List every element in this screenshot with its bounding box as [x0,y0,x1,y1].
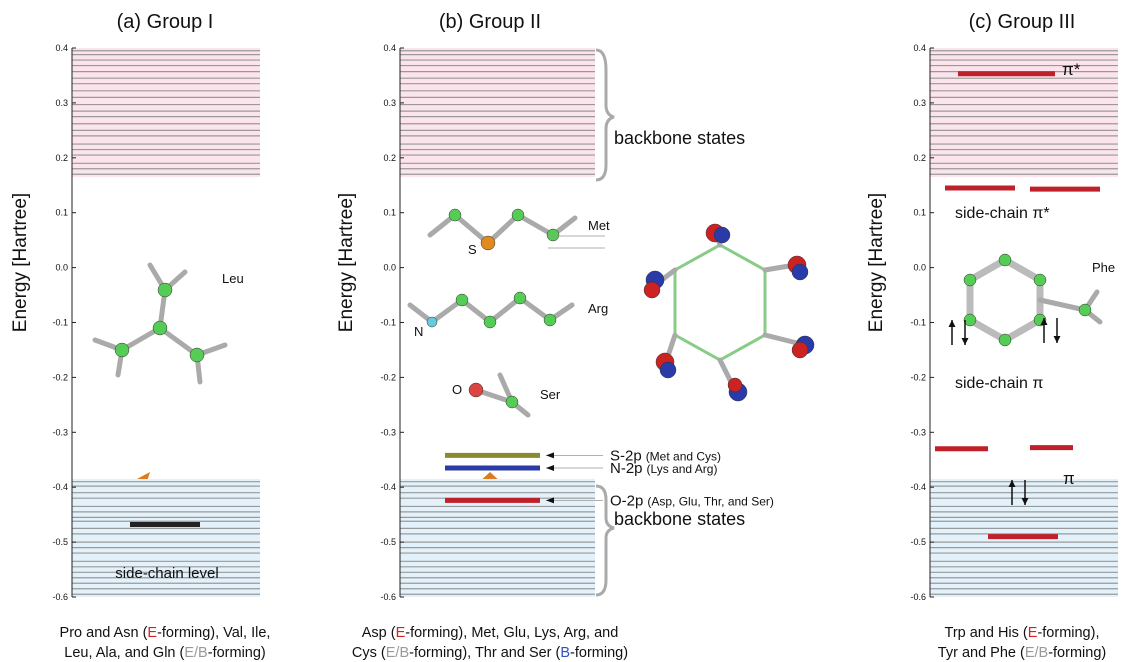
y-tick-label: -0.1 [52,318,68,328]
panel-title: (b) Group II [439,11,541,33]
y-tick-label: -0.1 [910,318,926,328]
y-tick-label: -0.5 [380,537,396,547]
caption-segment: E/B [386,645,409,661]
y-tick-label: -0.5 [52,537,68,547]
y-tick-label: 0.1 [55,208,68,218]
caption-segment: Pro and Asn ( [60,625,148,641]
y-tick-label: -0.2 [52,372,68,382]
y-tick-label: -0.3 [52,427,68,437]
caption: Tyr and Phe (E/B-forming) [938,645,1106,661]
caption-segment: -forming), Met, Glu, Lys, Arg, and [405,625,618,641]
y-tick-label: -0.1 [380,318,396,328]
annotation: side-chain π* [955,205,1050,222]
y-tick-label: 0.0 [913,263,926,273]
y-tick-label: 0.3 [55,98,68,108]
annotation: side-chain level [115,565,218,582]
pointer-head [546,465,554,471]
level-name: N-2p [610,460,643,477]
spin-arrow-head [1054,336,1061,343]
y-tick-label: -0.3 [910,427,926,437]
y-tick-label: 0.2 [913,153,926,163]
caption: Leu, Ala, and Gln (E/B-forming) [64,645,266,661]
figure: 0.4 0.3 0.2 0.1 0.0 -0.1 -0.2 -0.3 -0.4 -0.5 -0.6 (… [0,0,1135,662]
y-tick-label: 0.0 [383,263,396,273]
caption-segment: B [560,645,570,661]
caption: Pro and Asn (E-forming), Val, Ile, [60,625,271,641]
caption-segment: E [147,625,157,641]
spin-arrow-head [949,320,956,327]
y-tick-label: 0.1 [913,208,926,218]
y-axis-label: Energy [Hartree] [336,193,357,332]
caption-segment: -forming) [570,645,628,661]
caption-segment: Tyr and Phe ( [938,645,1025,661]
y-tick-label: -0.4 [52,482,68,492]
annotation: N [414,324,423,339]
y-tick-label: 0.1 [383,208,396,218]
brace-label: backbone states [614,128,745,148]
y-tick-label: -0.6 [52,592,68,602]
caption: Trp and His (E-forming), [945,625,1100,641]
caption-segment: Trp and His ( [945,625,1028,641]
y-tick-label: 0.4 [383,43,396,53]
y-tick-label: -0.4 [910,482,926,492]
y-tick-label: 0.4 [913,43,926,53]
backbone-band [400,479,595,597]
y-tick-label: 0.3 [383,98,396,108]
level-detail: (Asp, Glu, Thr, and Ser) [647,494,774,508]
y-axis-label: Energy [Hartree] [10,193,31,332]
level-label: O-2p (Asp, Glu, Thr, and Ser) [610,492,774,509]
y-tick-label: -0.5 [910,537,926,547]
caption-segment: -forming) [1048,645,1106,661]
y-tick-label: 0.0 [55,263,68,273]
caption-segment: -forming), [1037,625,1099,641]
annotation: π [1063,469,1075,488]
caption-segment: E/B [1025,645,1048,661]
level-detail: (Lys and Arg) [647,462,718,476]
caption-segment: E/B [184,645,207,661]
annotation: Ser [540,387,561,402]
y-tick-label: -0.6 [910,592,926,602]
annotation: π* [1062,60,1081,79]
caption-segment: -forming), Thr and Ser ( [409,645,560,661]
panel-title: (c) Group III [969,11,1076,33]
caption-segment: Asp ( [362,625,396,641]
annotation: Leu [222,271,244,286]
backbone-band [72,48,260,177]
level-name: O-2p [610,492,643,509]
annotation: O [452,382,462,397]
y-tick-label: 0.2 [55,153,68,163]
caption-segment: E [1028,625,1038,641]
caption-segment: Cys ( [352,645,386,661]
annotation: Met [588,218,610,233]
annotation: Phe [1092,260,1115,275]
brace-label: backbone states [614,509,745,529]
spin-arrow-head [962,338,969,345]
y-tick-label: -0.6 [380,592,396,602]
annotation: side-chain π [955,375,1043,392]
y-tick-label: -0.2 [380,372,396,382]
y-tick-label: 0.4 [55,43,68,53]
brace [596,50,614,180]
annotation: Arg [588,301,608,316]
y-tick-label: 0.3 [913,98,926,108]
backbone-band [930,48,1118,177]
level-label: N-2p (Lys and Arg) [610,460,717,477]
caption-segment: E [396,625,406,641]
caption-segment: Leu, Ala, and Gln ( [64,645,184,661]
panel-title: (a) Group I [117,11,214,33]
caption-segment: -forming), Val, Ile, [157,625,270,641]
caption-segment: -forming) [208,645,266,661]
caption: Cys (E/B-forming), Thr and Ser (B-formin… [352,645,628,661]
y-tick-label: -0.4 [380,482,396,492]
y-tick-label: -0.3 [380,427,396,437]
y-tick-label: -0.2 [910,372,926,382]
y-axis-label: Energy [Hartree] [866,193,887,332]
backbone-band [400,48,595,177]
annotation: S [468,242,477,257]
y-tick-label: 0.2 [383,153,396,163]
caption: Asp (E-forming), Met, Glu, Lys, Arg, and [362,625,619,641]
pointer-head [546,452,554,458]
